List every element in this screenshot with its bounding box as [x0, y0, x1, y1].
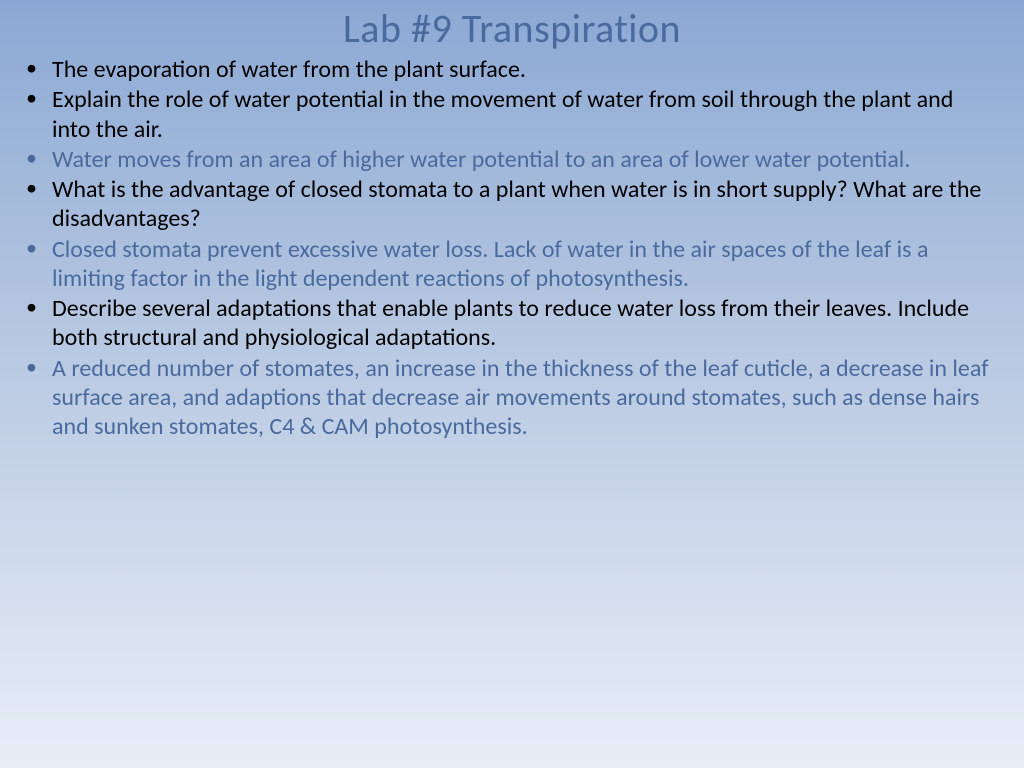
list-item: The evaporation of water from the plant … — [48, 55, 996, 84]
list-item: A reduced number of stomates, an increas… — [48, 354, 996, 442]
list-item: Describe several adaptations that enable… — [48, 294, 996, 353]
bullet-list: The evaporation of water from the plant … — [0, 55, 1024, 441]
list-item: Water moves from an area of higher water… — [48, 145, 996, 174]
list-item: Explain the role of water potential in t… — [48, 85, 996, 144]
list-item: Closed stomata prevent excessive water l… — [48, 235, 996, 294]
slide: Lab #9 Transpiration The evaporation of … — [0, 0, 1024, 768]
slide-title: Lab #9 Transpiration — [0, 0, 1024, 55]
list-item: What is the advantage of closed stomata … — [48, 175, 996, 234]
